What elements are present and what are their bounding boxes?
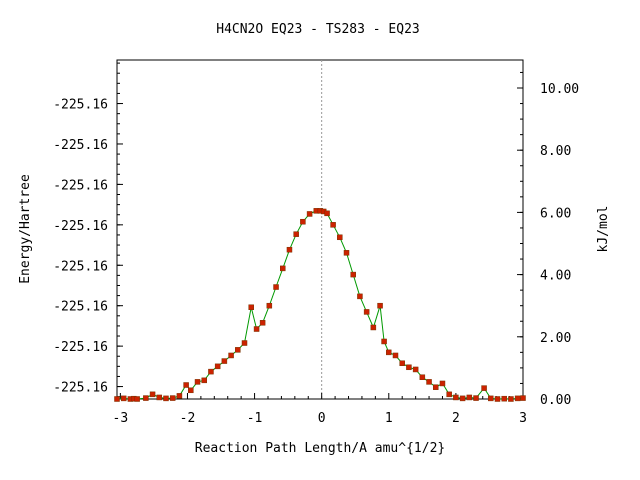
data-point xyxy=(235,347,241,353)
data-point xyxy=(273,284,279,290)
data-point xyxy=(439,380,446,387)
data-point xyxy=(446,391,452,398)
x-axis-label: Reaction Path Length/A amu^{1/2} xyxy=(195,441,445,456)
x-tick-label: -1 xyxy=(247,411,263,426)
data-point xyxy=(386,349,392,356)
data-point xyxy=(208,368,214,375)
right-tick-label: 4.00 xyxy=(540,269,571,284)
data-point xyxy=(406,364,412,371)
right-axis-ticks: 0.00 2.00 4.00 6.00 8.00 10.00 xyxy=(517,71,579,408)
data-point xyxy=(481,385,487,391)
data-point xyxy=(459,395,466,402)
data-point xyxy=(419,374,426,380)
data-point xyxy=(350,271,356,278)
left-tick-label: -225.16 xyxy=(53,178,108,193)
left-tick-label: -225.16 xyxy=(53,98,108,113)
data-point xyxy=(473,395,479,401)
energy-profile-line xyxy=(116,210,524,400)
left-axis-label: Energy/Hartree xyxy=(18,174,33,284)
right-tick-label: 0.00 xyxy=(540,393,571,408)
data-point xyxy=(143,395,149,401)
x-tick-label: 2 xyxy=(452,411,460,426)
x-tick-label: -2 xyxy=(180,411,196,426)
data-point xyxy=(188,387,194,394)
data-point xyxy=(399,360,405,366)
x-axis-ticks: -3 -2 -1 0 1 2 3 xyxy=(113,393,527,426)
data-point xyxy=(426,379,432,385)
data-point xyxy=(381,338,387,345)
data-point xyxy=(259,320,266,326)
data-point xyxy=(221,358,228,364)
left-tick-label: -225.16 xyxy=(53,219,108,234)
left-tick-label: -225.16 xyxy=(53,340,108,355)
data-point xyxy=(169,395,176,401)
data-point xyxy=(508,396,514,402)
data-point xyxy=(466,394,473,401)
data-point xyxy=(370,324,377,331)
x-tick-label: -3 xyxy=(113,411,129,426)
data-point xyxy=(488,395,494,402)
data-point xyxy=(514,395,521,402)
data-point xyxy=(134,396,140,402)
data-point xyxy=(363,309,370,315)
data-point xyxy=(300,218,306,225)
right-tick-label: 8.00 xyxy=(540,144,571,159)
data-point xyxy=(253,326,260,332)
energy-points xyxy=(114,208,526,402)
data-point xyxy=(156,394,163,401)
x-tick-label: 3 xyxy=(519,411,527,426)
data-point xyxy=(330,222,336,228)
left-tick-label: -225.16 xyxy=(53,259,108,274)
data-point xyxy=(286,246,293,253)
data-point xyxy=(392,352,399,359)
data-point xyxy=(214,363,221,370)
chart-title: H4CN2O EQ23 - TS283 - EQ23 xyxy=(216,22,420,37)
data-point xyxy=(280,265,286,272)
plot-frame xyxy=(116,59,524,400)
left-axis-ticks: -225.16 -225.16 -225.16 -225.16 -225.16 -225.… xyxy=(53,62,123,398)
data-point xyxy=(412,366,419,373)
x-tick-label: 0 xyxy=(318,411,326,426)
data-point xyxy=(377,302,383,309)
data-point xyxy=(163,395,169,402)
data-point xyxy=(306,211,313,217)
data-point xyxy=(357,293,363,300)
left-tick-label: -225.16 xyxy=(53,300,108,315)
data-point xyxy=(266,302,273,309)
data-point xyxy=(248,304,254,311)
left-tick-label: -225.16 xyxy=(53,138,108,153)
data-point xyxy=(501,395,507,402)
right-tick-label: 10.00 xyxy=(540,82,579,97)
data-point xyxy=(114,396,120,402)
data-point xyxy=(337,234,343,241)
data-point xyxy=(228,352,234,359)
data-point xyxy=(201,377,207,384)
data-point xyxy=(293,231,299,237)
data-point xyxy=(343,250,350,256)
data-point xyxy=(433,384,439,390)
data-point xyxy=(149,391,156,398)
right-axis-label: kJ/mol xyxy=(596,206,611,253)
right-tick-label: 2.00 xyxy=(540,331,571,346)
data-point xyxy=(520,395,526,401)
data-point xyxy=(494,396,501,402)
data-point xyxy=(194,379,201,385)
left-tick-label: -225.16 xyxy=(53,381,108,396)
x-tick-label: 1 xyxy=(385,411,393,426)
data-point xyxy=(176,393,183,399)
data-point xyxy=(241,340,248,346)
data-point xyxy=(120,395,127,402)
data-point xyxy=(183,382,189,388)
data-point xyxy=(453,394,459,401)
data-point xyxy=(324,210,330,217)
right-tick-label: 6.00 xyxy=(540,206,571,221)
